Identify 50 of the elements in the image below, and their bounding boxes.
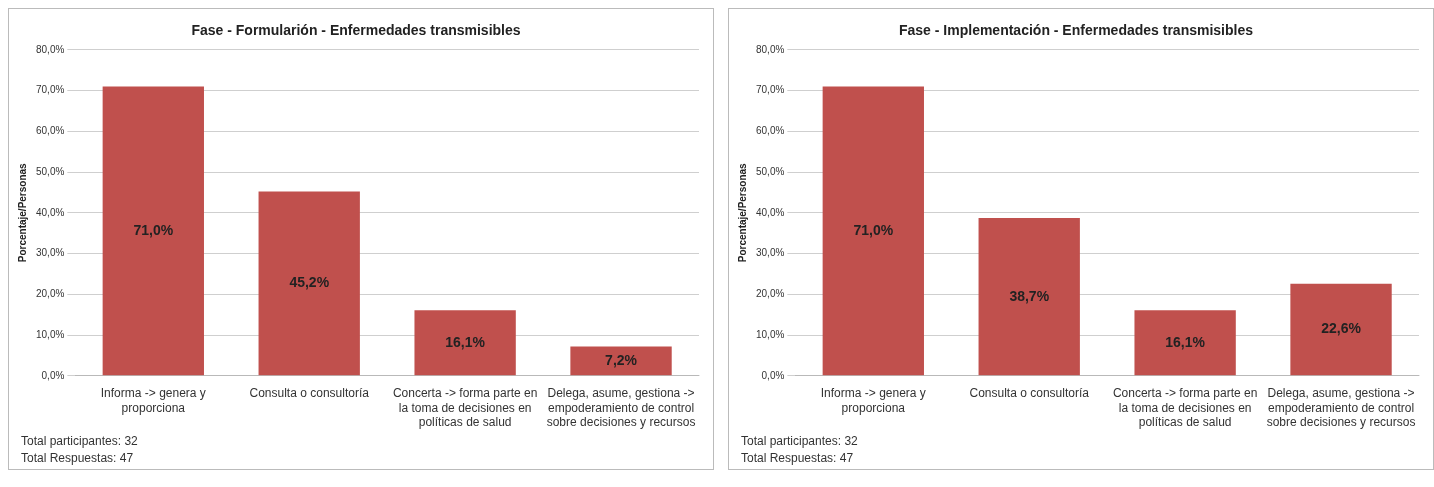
y-axis-title: Porcentaje/Personas — [736, 162, 748, 263]
data-label: 7,2% — [605, 351, 638, 368]
y-tick-label: 40,0% — [756, 206, 785, 218]
bar — [822, 86, 924, 376]
text: Total participantes: 32 — [21, 433, 139, 450]
y-tick-label: 60,0% — [756, 125, 785, 137]
bar — [1290, 283, 1392, 376]
y-tick-label: 70,0% — [36, 84, 65, 96]
text: Total Respuestas: 47 — [741, 450, 855, 467]
x-tick-label: Concerta -> forma parte en la toma de decisiones en políticas de salud — [1112, 386, 1258, 430]
x-tick-label: Informa -> genera y proporciona — [820, 386, 926, 415]
y-tick-label: 70,0% — [756, 84, 785, 96]
data-label: 38,7% — [1009, 287, 1050, 304]
y-tick-label: 20,0% — [36, 288, 65, 300]
x-tick-label: Concerta -> forma parte en la toma de decisiones en políticas de salud — [392, 386, 538, 430]
y-tick-label: 80,0% — [36, 43, 65, 55]
y-tick-label: 10,0% — [756, 328, 785, 340]
bar — [258, 191, 360, 376]
x-tick-label: Informa -> genera y proporciona — [100, 386, 206, 415]
y-tick-label: 0,0% — [761, 369, 785, 381]
y-tick-label: 80,0% — [756, 43, 785, 55]
y-axis-title: Porcentaje/Personas — [16, 162, 28, 263]
bar — [570, 346, 672, 376]
chart-title: Fase - Implementación - Enfermedades transmisibles — [898, 22, 1254, 39]
bar — [414, 310, 516, 376]
y-tick-label: 40,0% — [36, 206, 65, 218]
data-label: 71,0% — [133, 221, 174, 238]
data-label: 22,6% — [1321, 320, 1362, 337]
y-tick-label: 30,0% — [36, 247, 65, 259]
y-tick-label: 0,0% — [41, 369, 65, 381]
x-tick-label: Consulta o consultoría — [969, 386, 1090, 401]
data-label: 16,1% — [1165, 333, 1206, 350]
data-label: 45,2% — [289, 274, 330, 291]
x-tick-label: Consulta o consultoría — [249, 386, 370, 401]
y-tick-label: 50,0% — [756, 165, 785, 177]
y-tick-label: 50,0% — [36, 165, 65, 177]
data-label: 71,0% — [853, 221, 894, 238]
y-tick-label: 30,0% — [756, 247, 785, 259]
y-tick-label: 60,0% — [36, 125, 65, 137]
bar — [102, 86, 204, 376]
chart-title: Fase - Formularión - Enfermedades transmisibles — [191, 22, 521, 39]
y-tick-label: 10,0% — [36, 328, 65, 340]
x-tick-label: Delega, asume, gestiona -> empoderamiento de control sobre decisiones y recursos — [546, 386, 696, 430]
data-label: 16,1% — [445, 333, 486, 350]
bar — [978, 218, 1080, 376]
x-tick-label: Delega, asume, gestiona -> empoderamiento de control sobre decisiones y recursos — [1266, 386, 1416, 430]
text: Total participantes: 32 — [741, 433, 859, 450]
bar — [1134, 310, 1236, 376]
y-tick-label: 20,0% — [756, 288, 785, 300]
text: Total Respuestas: 47 — [21, 450, 135, 467]
